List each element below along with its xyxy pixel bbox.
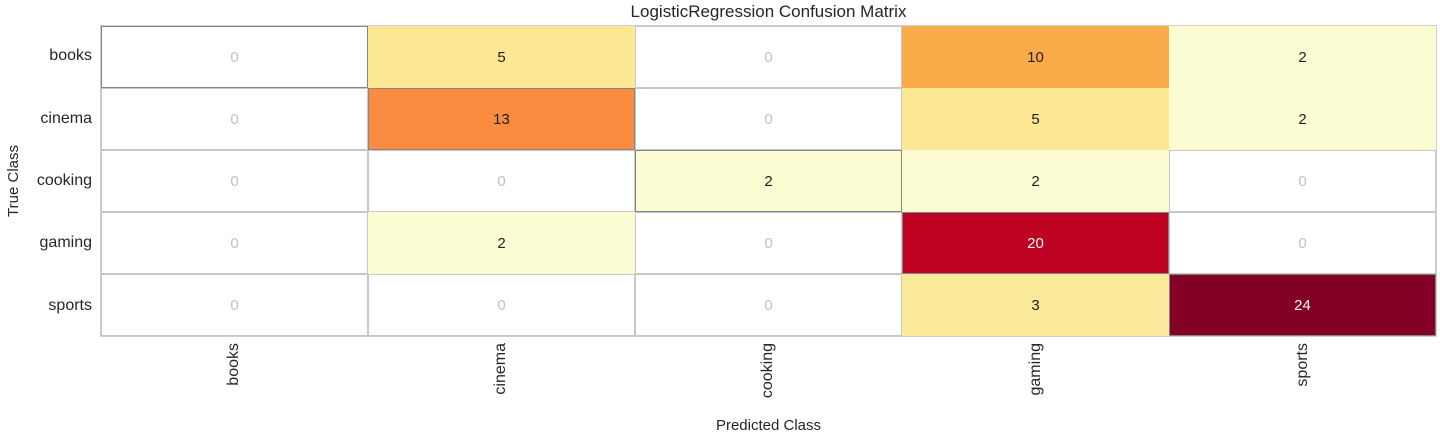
xtick-gaming: gaming — [1026, 343, 1044, 396]
matrix-cell-sports-gaming: 3 — [902, 274, 1169, 336]
matrix-cell-sports-cinema: 0 — [368, 274, 635, 336]
heatmap-grid: 0 5 0 10 2 0 13 0 5 2 0 0 2 2 0 0 2 0 20 0 0 0 0 3 24 — [100, 25, 1437, 337]
matrix-cell-gaming-cooking: 0 — [635, 212, 902, 274]
matrix-cell-books-books: 0 — [101, 26, 368, 88]
matrix-cell-gaming-sports: 0 — [1169, 212, 1436, 274]
matrix-cell-cooking-gaming: 2 — [902, 150, 1169, 212]
matrix-cell-cinema-sports: 2 — [1169, 88, 1436, 150]
matrix-cell-gaming-cinema: 2 — [368, 212, 635, 274]
matrix-cell-sports-cooking: 0 — [635, 274, 902, 336]
matrix-cell-gaming-books: 0 — [101, 212, 368, 274]
matrix-cell-cooking-books: 0 — [101, 150, 368, 212]
matrix-cell-cooking-cinema: 0 — [368, 150, 635, 212]
ytick-cinema: cinema — [40, 109, 92, 127]
matrix-cell-cinema-books: 0 — [101, 88, 368, 150]
y-axis-tick-labels: books cinema cooking gaming sports — [0, 25, 92, 337]
matrix-cell-books-gaming: 10 — [902, 26, 1169, 88]
matrix-cell-cinema-cooking: 0 — [635, 88, 902, 150]
matrix-cell-books-cooking: 0 — [635, 26, 902, 88]
matrix-cell-books-cinema: 5 — [368, 26, 635, 88]
xtick-books: books — [224, 343, 242, 386]
matrix-cell-cinema-cinema: 13 — [368, 88, 635, 150]
matrix-cell-cooking-sports: 0 — [1169, 150, 1436, 212]
ytick-gaming: gaming — [39, 234, 92, 252]
matrix-cell-sports-books: 0 — [101, 274, 368, 336]
ytick-cooking: cooking — [36, 171, 92, 189]
chart-title: LogisticRegression Confusion Matrix — [630, 2, 907, 21]
matrix-cell-sports-sports: 24 — [1169, 274, 1436, 336]
xtick-cinema: cinema — [492, 343, 510, 395]
x-axis-label: Predicted Class — [715, 417, 822, 434]
matrix-cell-cooking-cooking: 2 — [635, 150, 902, 212]
matrix-cell-cinema-gaming: 5 — [902, 88, 1169, 150]
xtick-cooking: cooking — [759, 343, 777, 399]
matrix-cell-books-sports: 2 — [1169, 26, 1436, 88]
x-axis-tick-labels: books cinema cooking gaming sports — [100, 343, 1437, 415]
xtick-sports: sports — [1294, 343, 1312, 387]
matrix-cell-gaming-gaming: 20 — [902, 212, 1169, 274]
ytick-sports: sports — [48, 296, 92, 314]
ytick-books: books — [49, 47, 92, 65]
